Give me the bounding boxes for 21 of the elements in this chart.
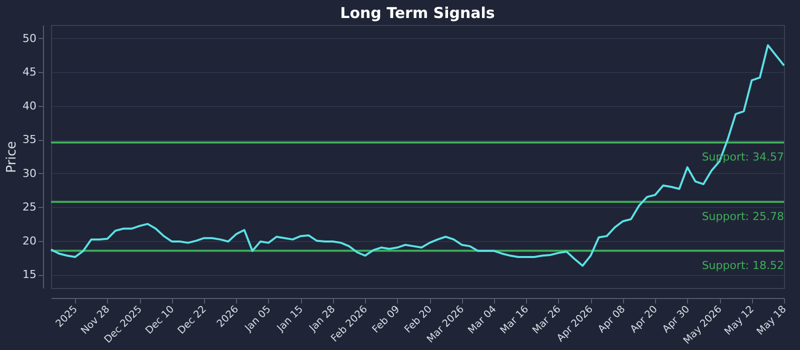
chart-title: Long Term Signals xyxy=(340,4,495,22)
x-tick-label: Mar 16 xyxy=(498,304,531,336)
y-tick-label: 20 xyxy=(22,234,36,248)
ref-line-label: Support: 25.78 xyxy=(702,210,784,223)
y-tick-label: 35 xyxy=(22,133,36,146)
x-tick-label: Feb 09 xyxy=(370,304,402,336)
y-tick-label: 25 xyxy=(22,200,36,214)
x-tick-label: Apr 08 xyxy=(596,304,628,336)
y-tick-label: 30 xyxy=(22,166,36,180)
y-tick-label: 40 xyxy=(22,99,36,112)
y-axis-title: Price xyxy=(4,141,20,173)
y-tick-label: 45 xyxy=(22,66,36,79)
y-tick-label: 15 xyxy=(22,268,36,282)
x-tick-label: Jan 05 xyxy=(242,304,274,335)
ref-line-label: Support: 18.52 xyxy=(702,258,784,272)
y-tick-label: 50 xyxy=(22,32,36,45)
x-tick-label: Dec 10 xyxy=(144,304,177,337)
x-tick-label: Apr 20 xyxy=(628,304,660,336)
x-tick-label: Mar 04 xyxy=(466,304,499,336)
x-tick-label: Dec 22 xyxy=(176,304,209,337)
x-tick-label: Jan 15 xyxy=(274,304,306,335)
